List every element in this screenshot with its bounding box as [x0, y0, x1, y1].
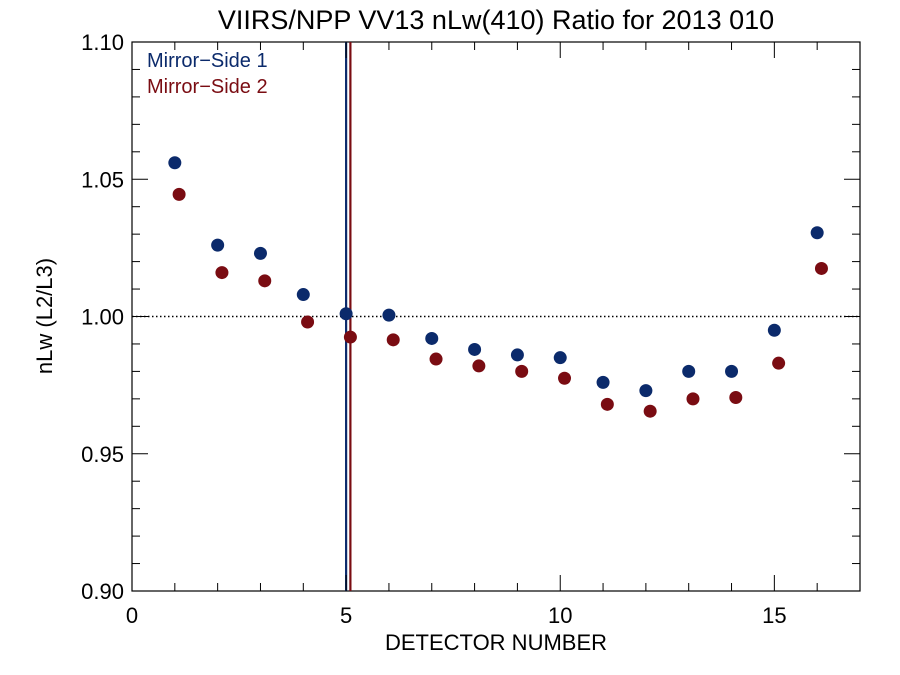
- data-point-series-2: [429, 352, 443, 366]
- y-tick-label: 1.05: [81, 167, 124, 192]
- data-point-series-2: [215, 266, 229, 280]
- data-point-series-1: [810, 226, 824, 240]
- data-point-series-1: [596, 375, 610, 389]
- data-point-series-1: [767, 323, 781, 337]
- y-tick-label: 1.00: [81, 305, 124, 330]
- data-point-series-1: [639, 384, 653, 398]
- data-point-series-1: [553, 351, 567, 365]
- data-point-series-2: [258, 274, 272, 288]
- data-point-series-2: [172, 187, 186, 201]
- data-point-series-2: [558, 371, 572, 385]
- data-point-series-1: [382, 308, 396, 322]
- data-point-series-2: [643, 404, 657, 418]
- x-axis-label: DETECTOR NUMBER: [385, 630, 607, 655]
- data-point-series-2: [686, 392, 700, 406]
- x-tick-label: 10: [548, 603, 572, 628]
- data-point-series-1: [725, 364, 739, 378]
- data-point-series-1: [468, 342, 482, 356]
- x-tick-label: 15: [762, 603, 786, 628]
- data-point-series-1: [253, 246, 267, 260]
- data-point-series-1: [168, 156, 182, 170]
- data-point-series-2: [772, 356, 786, 370]
- data-point-series-1: [510, 348, 524, 362]
- chart-title: VIIRS/NPP VV13 nLw(410) Ratio for 2013 0…: [218, 5, 774, 35]
- data-point-series-2: [386, 333, 400, 347]
- data-point-series-1: [682, 364, 696, 378]
- data-point-series-2: [343, 330, 357, 344]
- data-point-series-2: [729, 390, 743, 404]
- data-point-series-2: [515, 364, 529, 378]
- x-tick-label: 5: [340, 603, 352, 628]
- data-point-series-1: [296, 288, 310, 302]
- y-tick-label: 0.95: [81, 442, 124, 467]
- y-tick-label: 1.10: [81, 30, 124, 55]
- data-point-series-2: [472, 359, 486, 373]
- legend-entry-1: Mirror−Side 1: [147, 50, 268, 72]
- y-tick-label: 0.90: [81, 579, 124, 604]
- legend-entry-2: Mirror−Side 2: [147, 76, 268, 98]
- data-point-series-2: [600, 397, 614, 411]
- data-point-series-1: [339, 307, 353, 321]
- x-tick-label: 0: [126, 603, 138, 628]
- y-axis-label: nLw (L2/L3): [32, 258, 57, 374]
- plot-area: 0 5 10 15 0.90 0.95 1.00 1.05 1.10 Mirror−Side 1 M…: [81, 30, 861, 628]
- data-point-series-1: [425, 331, 439, 345]
- data-point-series-2: [301, 315, 315, 329]
- data-point-series-1: [211, 238, 225, 252]
- data-point-series-2: [814, 261, 828, 275]
